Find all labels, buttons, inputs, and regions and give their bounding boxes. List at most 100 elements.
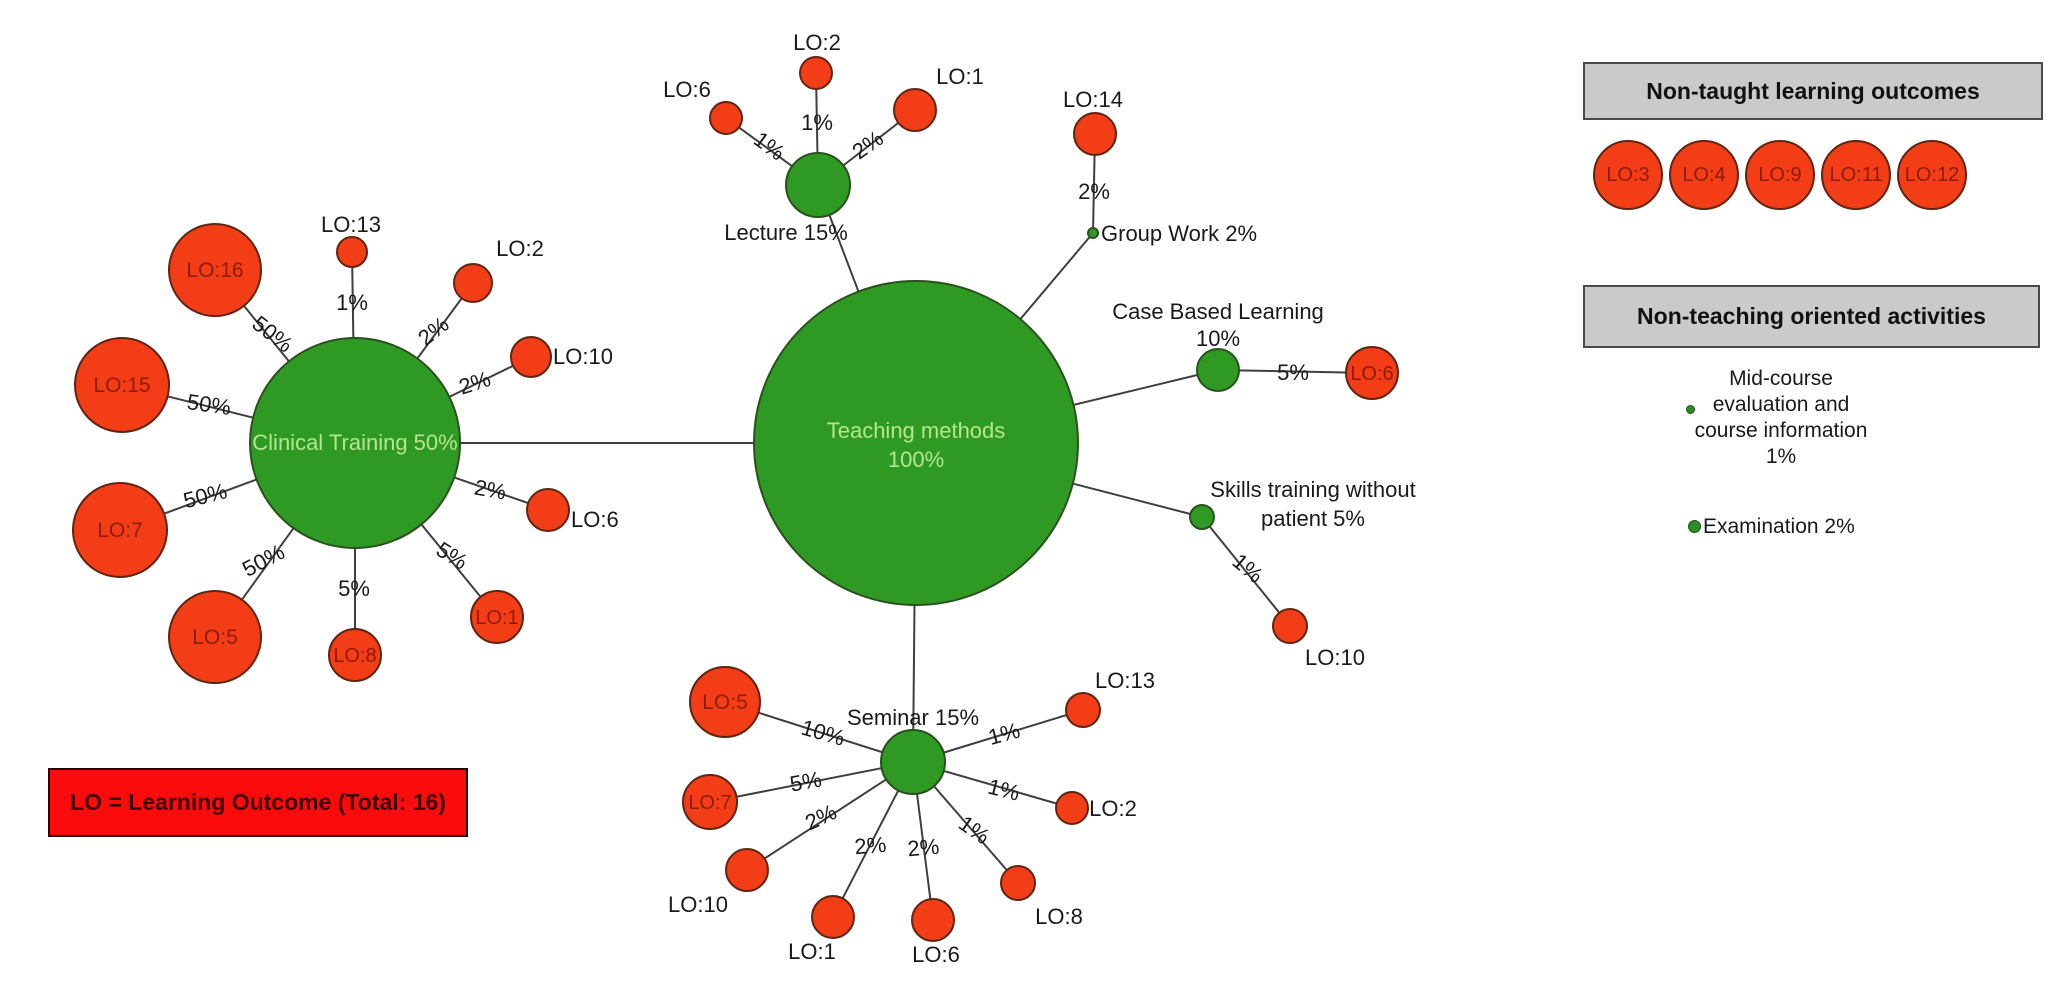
node-label-se-lo13: LO:13	[1095, 668, 1155, 693]
node-label-c-lo15: LO:15	[93, 374, 150, 397]
node-label-c-lo10: LO:10	[553, 344, 613, 369]
pct-label-clinical-c-lo1: 5%	[432, 537, 472, 575]
node-teaching	[753, 280, 1079, 606]
node-label-se-lo10: LO:10	[668, 892, 728, 917]
pct-label-groupwork-g-lo14: 2%	[1078, 179, 1110, 204]
node-skills	[1189, 504, 1215, 530]
node-label-skills: Skills training without	[1210, 477, 1415, 502]
pct-label-seminar-se-lo7: 5%	[788, 767, 824, 797]
mid-course-line: course information	[1694, 419, 1868, 442]
node-c-lo13	[336, 236, 368, 268]
pct-label-clinical-c-lo16: 50%	[248, 311, 298, 358]
node-label-teaching: 100%	[888, 447, 944, 472]
pct-label-seminar-se-lo5: 10%	[798, 715, 847, 751]
non-taught-header: Non-taught learning outcomes	[1583, 62, 2043, 120]
node-label-casebased: Case Based Learning	[1112, 299, 1324, 324]
pct-label-seminar-se-lo13: 1%	[985, 718, 1022, 750]
node-label-c-lo8: LO:8	[333, 645, 376, 667]
node-label-c-lo1: LO:1	[475, 607, 518, 629]
node-c-lo6	[526, 488, 570, 532]
edge-seminar-se-lo10	[746, 761, 914, 871]
node-label-l-lo2: LO:2	[793, 30, 841, 55]
non-taught-outcome-circle: LO:4	[1669, 140, 1739, 210]
pct-label-clinical-c-lo8: 5%	[338, 576, 370, 601]
node-g-lo14	[1073, 112, 1117, 156]
node-label-g-lo14: LO:14	[1063, 87, 1123, 112]
pct-label-clinical-c-lo10: 2%	[456, 366, 494, 400]
node-label-l-lo1: LO:1	[936, 64, 984, 89]
node-c-lo1	[470, 590, 524, 644]
lo-legend-text: LO = Learning Outcome (Total: 16)	[70, 789, 446, 815]
node-seminar	[880, 729, 946, 795]
node-lecture	[785, 152, 851, 218]
node-label-clinical: Clinical Training 50%	[252, 430, 457, 455]
non-taught-outcome-circle: LO:3	[1593, 140, 1663, 210]
pct-label-seminar-se-lo2: 1%	[985, 774, 1022, 806]
pct-label-seminar-se-lo6: 2%	[906, 834, 940, 862]
node-label-se-lo7: LO:7	[688, 792, 731, 814]
non-taught-outcome-circle: LO:12	[1897, 140, 1967, 210]
node-label-c-lo16: LO:16	[186, 259, 243, 282]
node-label-c-lo7: LO:7	[97, 519, 143, 542]
node-label-casebased: 10%	[1196, 326, 1240, 351]
node-c-lo16	[168, 223, 262, 317]
pct-label-clinical-c-lo6: 2%	[472, 475, 508, 505]
node-label-c-lo6: LO:6	[571, 507, 619, 532]
mid-course-item: Mid-course evaluation and course informa…	[1671, 366, 1891, 470]
examination-item: Examination 2%	[1703, 515, 1855, 538]
node-label-c-lo13: LO:13	[321, 212, 381, 237]
lo-legend-box: LO = Learning Outcome (Total: 16)	[48, 768, 468, 837]
edge-skills-s-lo10	[1201, 516, 1291, 627]
non-taught-outcome-circle: LO:11	[1821, 140, 1891, 210]
non-teaching-header: Non-teaching oriented activities	[1583, 285, 2040, 348]
node-clinical	[249, 337, 461, 549]
non-taught-title: Non-taught learning outcomes	[1646, 77, 1980, 104]
node-s-lo10	[1272, 608, 1308, 644]
node-l-lo2	[799, 56, 833, 90]
node-label-lecture: Lecture 15%	[724, 220, 848, 245]
node-groupwork	[1087, 227, 1099, 239]
node-label-groupwork: Group Work 2%	[1101, 221, 1257, 246]
mid-course-line: evaluation and	[1712, 393, 1850, 416]
node-se-lo7	[682, 774, 738, 830]
node-casebased	[1196, 348, 1240, 392]
node-cb-lo6	[1345, 346, 1399, 400]
node-label-s-lo10: LO:10	[1305, 645, 1365, 670]
node-c-lo8	[328, 628, 382, 682]
node-se-lo5	[689, 666, 761, 738]
node-label-se-lo1: LO:1	[788, 939, 836, 964]
node-label-se-lo6: LO:6	[912, 942, 960, 967]
pct-label-lecture-l-lo2: 1%	[801, 110, 833, 135]
pct-label-skills-s-lo10: 1%	[1228, 548, 1268, 588]
non-taught-outcome-circle: LO:9	[1745, 140, 1815, 210]
node-c-lo15	[74, 337, 170, 433]
node-label-skills: patient 5%	[1261, 506, 1365, 531]
node-label-se-lo2: LO:2	[1089, 796, 1137, 821]
pct-label-clinical-c-lo15: 50%	[185, 389, 232, 420]
node-c-lo7	[72, 482, 168, 578]
node-se-lo2	[1055, 791, 1089, 825]
node-se-lo10	[725, 848, 769, 892]
non-teaching-title: Non-teaching oriented activities	[1637, 303, 1986, 329]
node-c-lo5	[168, 590, 262, 684]
node-c-lo2	[453, 263, 493, 303]
node-label-seminar: Seminar 15%	[847, 705, 979, 730]
pct-label-casebased-cb-lo6: 5%	[1277, 360, 1309, 385]
node-label-c-lo2: LO:2	[496, 236, 544, 261]
node-label-cb-lo6: LO:6	[1350, 363, 1393, 385]
examination-dot-icon	[1688, 520, 1701, 533]
node-label-se-lo8: LO:8	[1035, 904, 1083, 929]
pct-label-clinical-c-lo13: 1%	[336, 290, 368, 315]
pct-label-seminar-se-lo1: 2%	[853, 832, 887, 860]
node-se-lo1	[811, 895, 855, 939]
pct-label-clinical-c-lo7: 50%	[181, 478, 230, 513]
node-se-lo8	[1000, 865, 1036, 901]
node-l-lo6	[709, 101, 743, 135]
node-label-se-lo5: LO:5	[702, 691, 748, 714]
mid-course-dot-icon	[1686, 405, 1695, 414]
mid-course-line: 1%	[1765, 445, 1797, 468]
non-taught-outcomes-row: LO:3 LO:4 LO:9 LO:11 LO:12	[1593, 140, 1967, 210]
edge-seminar-se-lo7	[709, 761, 914, 803]
